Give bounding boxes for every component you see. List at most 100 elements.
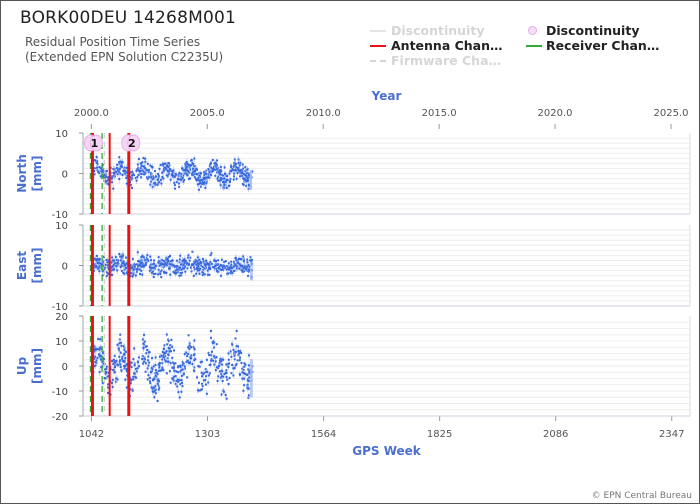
east-data-point: [249, 256, 252, 259]
up-data-point: [234, 364, 237, 367]
legend-receiver-change-label[interactable]: Receiver Chan…: [546, 38, 660, 53]
east-data-point: [119, 255, 122, 258]
up-data-point: [144, 362, 147, 365]
east-data-point: [219, 274, 222, 277]
up-data-point: [210, 354, 213, 357]
legend-firmware-change-label[interactable]: Firmware Cha…: [391, 53, 501, 68]
north-data-point: [151, 185, 154, 188]
up-data-point: [218, 359, 221, 362]
up-data-point: [239, 356, 242, 359]
up-data-point: [227, 358, 230, 361]
bottom-axis-label: GPS Week: [352, 444, 422, 458]
up-data-point: [225, 397, 228, 400]
north-data-point: [175, 181, 178, 184]
up-data-point: [172, 367, 175, 370]
up-data-point: [110, 381, 113, 384]
up-data-point: [163, 352, 166, 355]
east-data-point: [170, 260, 173, 263]
east-data-point: [163, 261, 166, 264]
up-data-point: [218, 361, 221, 364]
east-data-point: [132, 273, 135, 276]
east-data-point: [231, 271, 234, 274]
east-data-point: [201, 265, 204, 268]
east-data-point: [217, 266, 220, 269]
up-data-point: [120, 369, 123, 372]
north-data-point: [174, 174, 177, 177]
up-data-point: [185, 351, 188, 354]
up-data-point: [227, 352, 230, 355]
east-data-point: [168, 267, 171, 270]
north-data-point: [137, 157, 140, 160]
up-data-point: [160, 369, 163, 372]
north-data-point: [140, 176, 143, 179]
north-data-point: [183, 168, 186, 171]
up-data-point: [94, 355, 97, 358]
up-data-point: [237, 350, 240, 353]
east-data-point: [114, 256, 117, 259]
east-data-point: [192, 263, 195, 266]
east-data-point: [197, 265, 200, 268]
north-data-point: [178, 173, 181, 176]
east-data-point: [229, 272, 232, 275]
up-data-point: [193, 369, 196, 372]
east-data-point: [113, 260, 116, 263]
east-data-point: [140, 263, 143, 266]
up-data-point: [133, 364, 136, 367]
north-data-point: [106, 176, 109, 179]
up-data-point: [138, 365, 141, 368]
up-data-point: [187, 334, 190, 337]
up-data-point: [130, 378, 133, 381]
north-data-point: [100, 170, 103, 173]
up-data-point: [141, 354, 144, 357]
east-data-point: [235, 267, 238, 270]
up-data-point: [121, 355, 124, 358]
up-data-point: [154, 372, 157, 375]
north-data-point: [173, 184, 176, 187]
east-data-point: [135, 270, 138, 273]
up-data-point: [136, 361, 139, 364]
north-data-point: [251, 170, 254, 173]
east-data-point: [136, 267, 139, 270]
legend-discontinuity-line-label[interactable]: Discontinuity: [391, 23, 485, 38]
up-data-point: [172, 361, 175, 364]
east-data-point: [180, 274, 183, 277]
up-data-point: [246, 373, 249, 376]
east-data-point: [121, 264, 124, 267]
up-data-point: [158, 380, 161, 383]
up-data-point: [177, 391, 180, 394]
north-data-point: [142, 157, 145, 160]
up-data-point: [112, 362, 115, 365]
north-data-point: [237, 161, 240, 164]
east-data-point: [165, 271, 168, 274]
north-data-point: [184, 167, 187, 170]
north-data-point: [204, 186, 207, 189]
east-data-point: [183, 262, 186, 265]
east-data-point: [208, 266, 211, 269]
north-data-point: [237, 168, 240, 171]
east-data-point: [174, 265, 177, 268]
north-data-point: [179, 178, 182, 181]
east-data-point: [176, 271, 179, 274]
east-data-point: [105, 271, 108, 274]
chart-subtitle-line-2: (Extended EPN Solution C2235U): [25, 50, 224, 64]
up-data-point: [162, 347, 165, 350]
up-data-point: [186, 359, 189, 362]
east-data-point: [250, 258, 253, 261]
north-data-point: [93, 170, 96, 173]
east-data-point: [121, 255, 124, 258]
north-data-point: [197, 183, 200, 186]
north-data-point: [139, 170, 142, 173]
up-data-point: [119, 351, 122, 354]
up-data-point: [162, 368, 165, 371]
up-data-point: [97, 348, 100, 351]
east-data-point: [203, 263, 206, 266]
north-data-point: [241, 172, 244, 175]
north-data-point: [238, 170, 241, 173]
footer-credit: © EPN Central Bureau: [591, 491, 692, 501]
east-data-point: [207, 263, 210, 266]
up-data-point: [141, 338, 144, 341]
legend-discontinuity-marker-label[interactable]: Discontinuity: [546, 23, 640, 38]
east-data-point: [159, 272, 162, 275]
discontinuity-marker-bubble: [89, 134, 103, 152]
legend-antenna-change-label[interactable]: Antenna Chan…: [391, 38, 503, 53]
